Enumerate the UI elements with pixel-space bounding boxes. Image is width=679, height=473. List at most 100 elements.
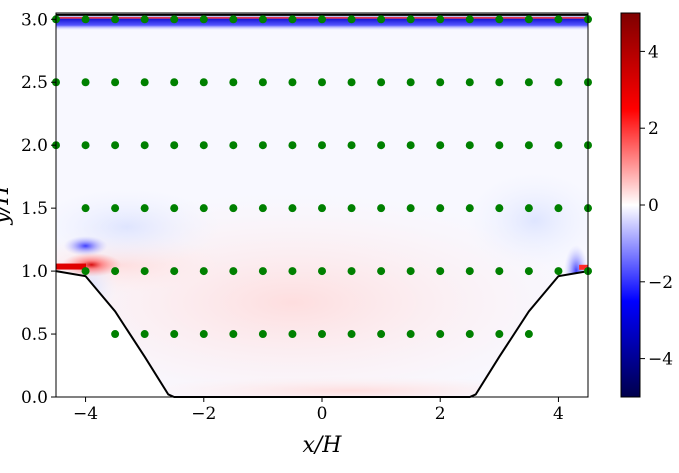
probe-point (347, 330, 356, 339)
probe-point (495, 15, 504, 24)
hill-solid (56, 271, 588, 397)
probe-point (377, 78, 386, 87)
probe-point (524, 204, 533, 213)
probe-point (406, 78, 415, 87)
probe-point (140, 267, 149, 276)
probe-point (199, 267, 208, 276)
probe-point (258, 141, 267, 150)
probe-point (258, 78, 267, 87)
probe-point (524, 141, 533, 150)
probe-point (465, 330, 474, 339)
x-tick-label: −2 (191, 404, 216, 424)
probe-point (170, 330, 179, 339)
y-axis-label: y/H (0, 185, 14, 226)
probe-point (436, 78, 445, 87)
probe-point (465, 267, 474, 276)
probe-point (258, 15, 267, 24)
x-tick-label: 4 (553, 404, 564, 424)
probe-point (495, 330, 504, 339)
probe-point (199, 330, 208, 339)
probe-point (377, 204, 386, 213)
probe-point (347, 15, 356, 24)
probe-point (229, 267, 238, 276)
probe-point (495, 78, 504, 87)
probe-point (229, 141, 238, 150)
colorbar-tick-label: 0 (648, 196, 659, 216)
probe-point (258, 330, 267, 339)
probe-point (258, 204, 267, 213)
probe-point (436, 204, 445, 213)
probe-point (347, 78, 356, 87)
probe-point (140, 15, 149, 24)
probe-point (318, 267, 326, 276)
probe-point (170, 15, 179, 24)
probe-point (81, 267, 90, 276)
probe-point (554, 141, 563, 150)
field-top-band (56, 16, 588, 31)
field-blue-spot (63, 235, 108, 256)
probe-point (318, 141, 326, 150)
probe-point (377, 15, 386, 24)
colorbar-tick-label: 4 (648, 42, 659, 62)
probe-point (465, 78, 474, 87)
x-tick-label: −4 (73, 404, 98, 424)
probe-point (406, 141, 415, 150)
probe-point (318, 330, 326, 339)
probe-point (111, 204, 120, 213)
y-tick-label: 0.0 (21, 388, 48, 408)
probe-point (377, 330, 386, 339)
colorbar-tick-label: −2 (648, 273, 673, 293)
y-tick-label: 3.0 (21, 10, 48, 30)
axes: −4 −2 0 2 4 0.0 0.5 1.0 1.5 2.0 2.5 3.0 (21, 10, 589, 424)
probe-point (524, 330, 533, 339)
colorbar-gradient (620, 12, 641, 398)
probe-point (436, 330, 445, 339)
probe-point (140, 78, 149, 87)
field-left-wall-red (56, 263, 86, 270)
probe-point (347, 204, 356, 213)
probe-point (377, 267, 386, 276)
x-axis-label: x/H (302, 433, 342, 458)
probe-point (111, 78, 120, 87)
probe-point (258, 267, 267, 276)
probe-point (199, 204, 208, 213)
probe-point (318, 204, 326, 213)
probe-point (81, 204, 90, 213)
probe-point (288, 78, 297, 87)
y-tick-label: 2.0 (21, 136, 48, 156)
probe-point (288, 15, 297, 24)
probe-point (406, 15, 415, 24)
y-tick-label: 1.5 (21, 199, 48, 219)
probe-point (288, 204, 297, 213)
probe-point (288, 141, 297, 150)
probe-point (406, 267, 415, 276)
probe-point (436, 267, 445, 276)
field-upper-shear (56, 187, 222, 268)
field-right-wall-red (579, 264, 588, 270)
field-red-spot (61, 252, 122, 277)
probe-point (465, 15, 474, 24)
probe-point (406, 204, 415, 213)
y-tick-label: 0.5 (21, 325, 48, 345)
probe-point (347, 267, 356, 276)
colorbar-tick-label: −4 (648, 350, 673, 370)
probe-point (140, 330, 149, 339)
probe-point (554, 267, 563, 276)
probe-point (229, 204, 238, 213)
probe-point (554, 78, 563, 87)
probe-point (318, 78, 326, 87)
probe-point (229, 15, 238, 24)
probe-point (111, 330, 120, 339)
probe-point (288, 330, 297, 339)
probe-point (524, 78, 533, 87)
probe-point (111, 267, 120, 276)
probe-point (199, 141, 208, 150)
probe-point (140, 141, 149, 150)
probe-point (436, 15, 445, 24)
probe-point (318, 15, 326, 24)
probe-point (377, 141, 386, 150)
x-tick-label: 0 (317, 404, 328, 424)
probe-point (554, 204, 563, 213)
probe-point (554, 15, 563, 24)
